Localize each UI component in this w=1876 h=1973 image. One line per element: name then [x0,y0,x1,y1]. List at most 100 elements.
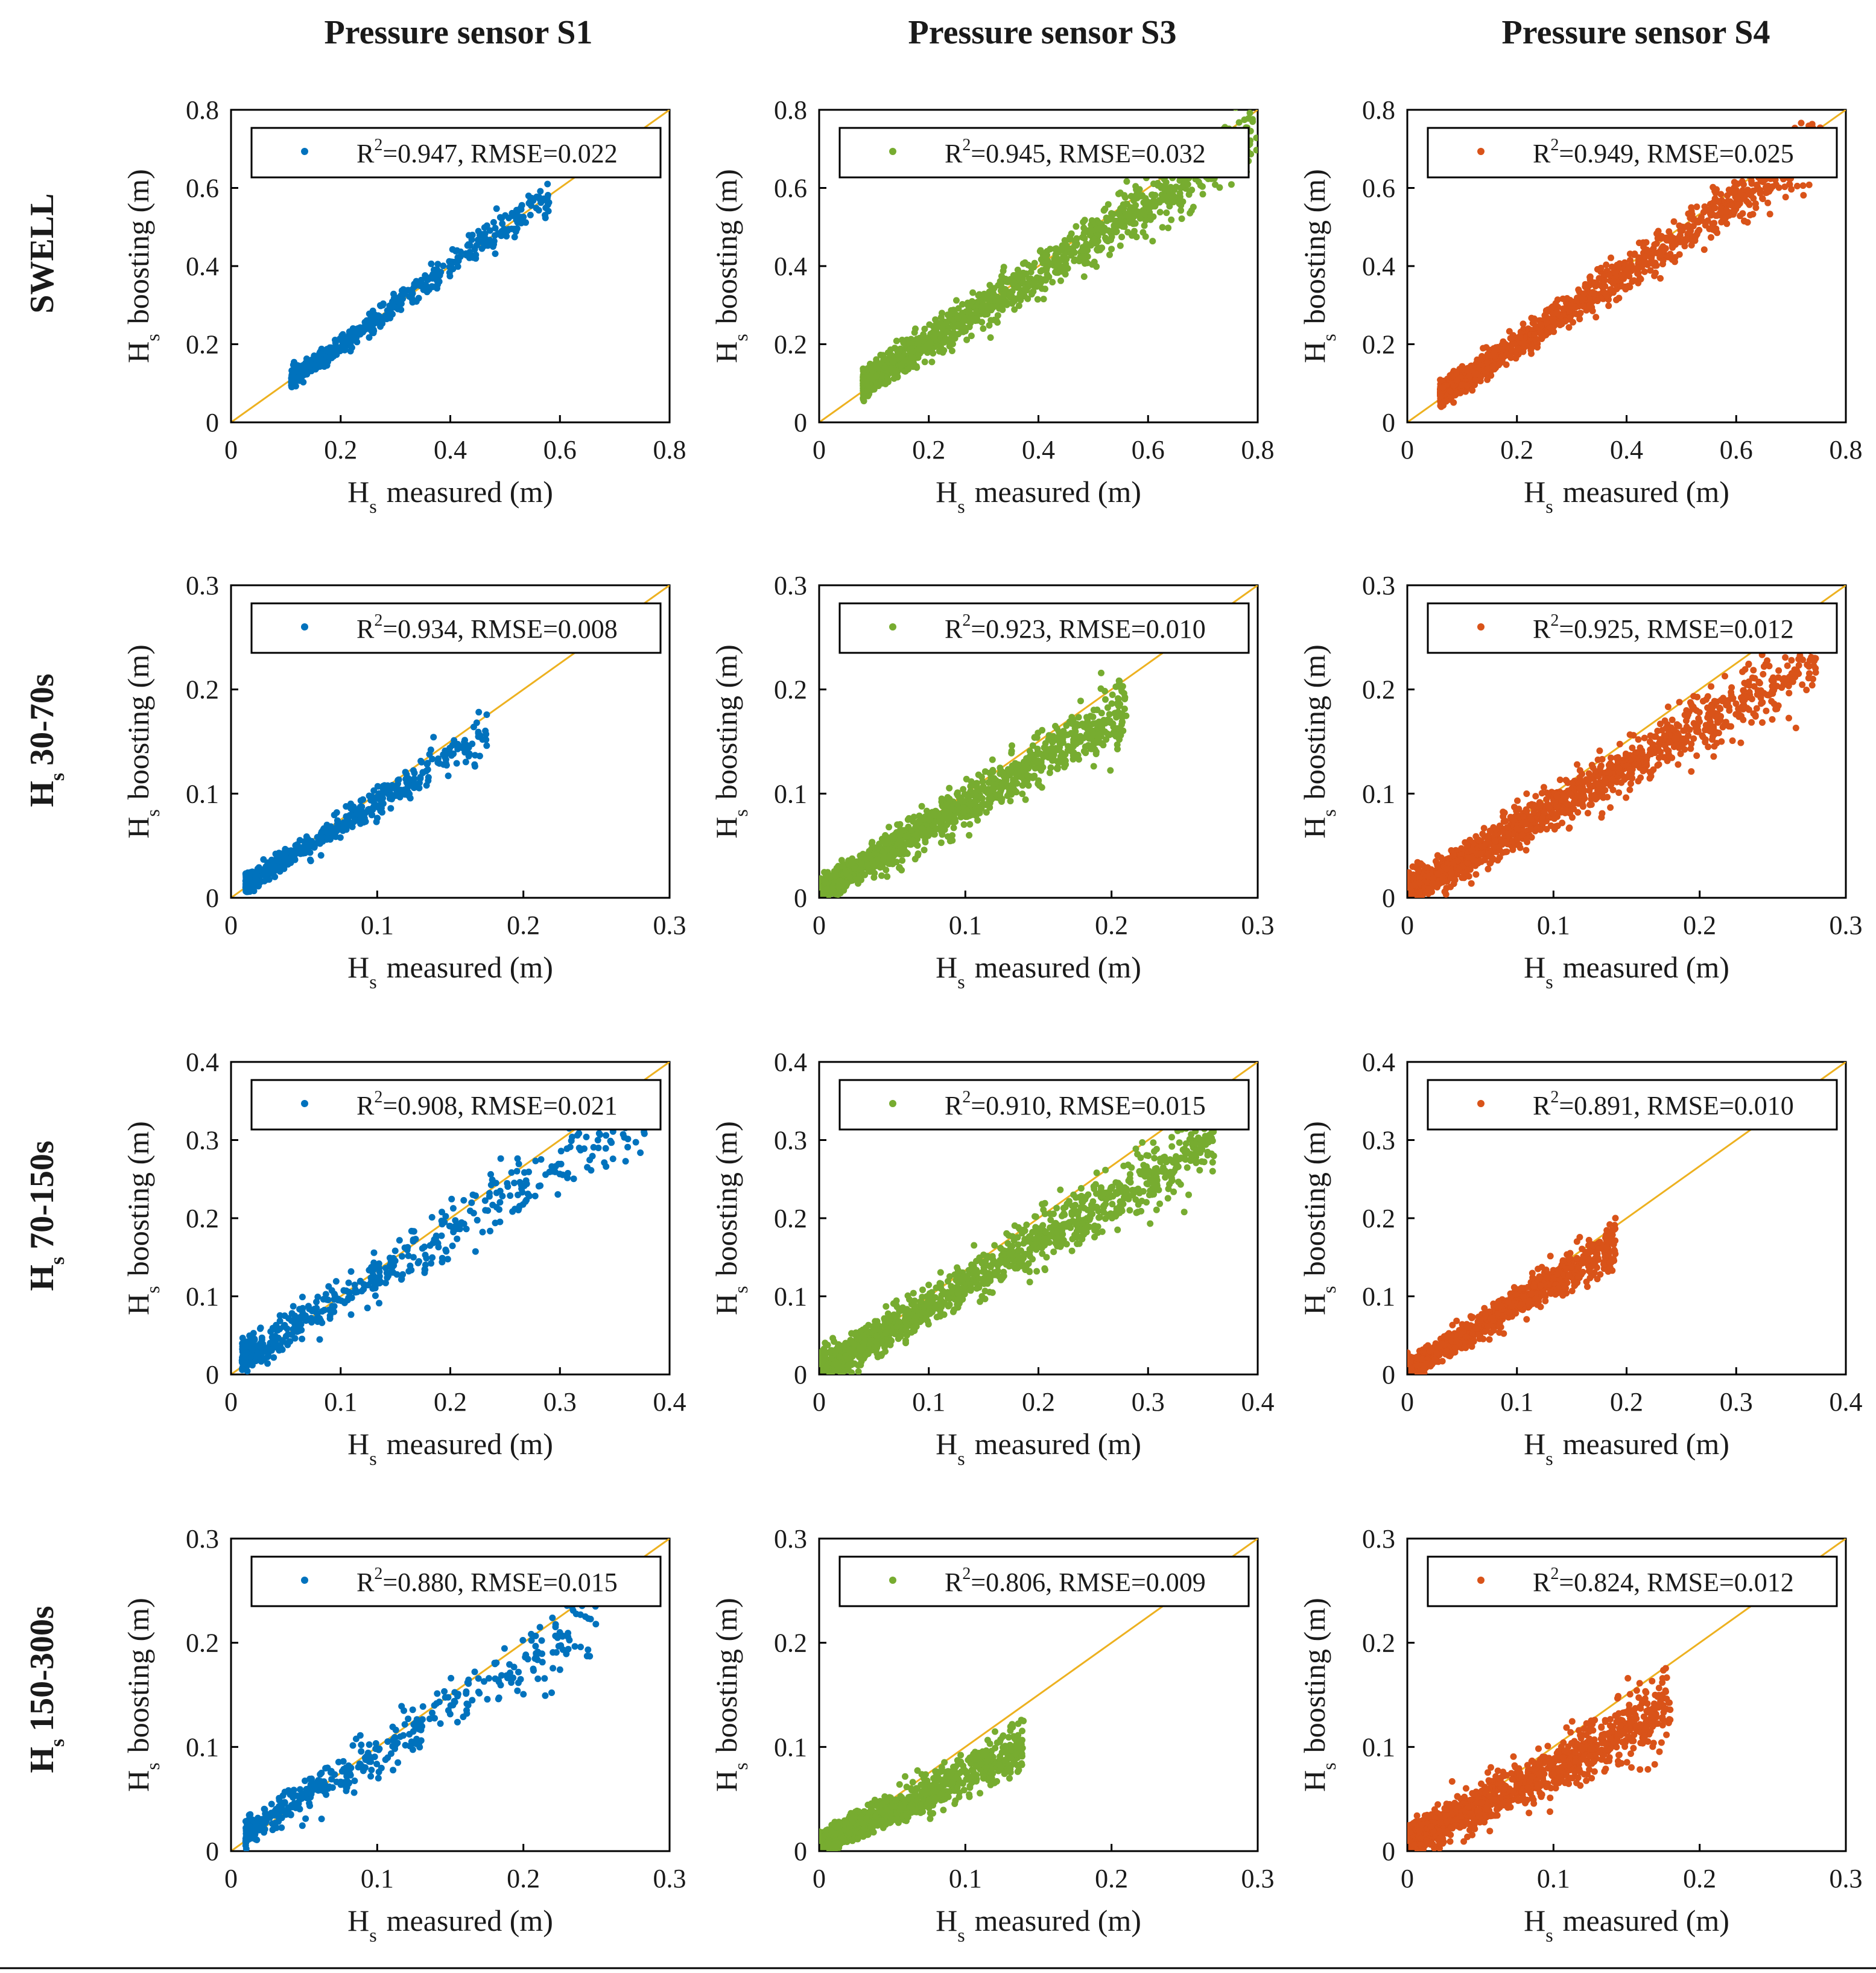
data-point [417,775,424,782]
data-point [1233,110,1238,111]
data-point [1747,211,1754,218]
data-point [1573,310,1580,317]
data-point [1118,688,1126,695]
data-point [1031,764,1039,772]
data-point [1769,183,1776,190]
data-point [462,758,469,766]
data-point [930,831,937,838]
data-point [1083,714,1090,721]
data-point [1503,361,1510,368]
data-point [1508,341,1515,348]
data-point [832,868,840,875]
data-point [1126,209,1133,217]
data-point [987,317,995,324]
data-point [469,740,476,748]
data-point [1550,316,1557,323]
data-point [1554,296,1561,303]
y-axis-label: Hsboosting (m) [121,644,163,839]
data-point [1700,246,1708,253]
data-point [454,254,461,261]
data-point [1177,207,1185,214]
legend-text: R2=0.947, RMSE=0.022 [357,136,618,168]
data-point [1080,253,1087,261]
data-point [1010,279,1016,287]
data-point [1168,191,1175,199]
data-point [1521,340,1528,347]
data-point [1165,224,1172,232]
data-point [1601,289,1608,296]
data-point [999,306,1006,313]
column-title-s1: Pressure sensor S1 [325,14,593,51]
data-point [413,279,420,287]
data-point [1709,226,1716,233]
data-point [400,286,407,293]
data-point [483,742,490,749]
data-point [282,845,289,853]
data-point [395,792,402,799]
data-point [1241,116,1248,123]
data-point [1648,255,1655,262]
data-point [473,241,480,249]
data-point [1176,193,1184,200]
data-point [1103,736,1110,743]
data-point [1042,252,1049,259]
data-point [466,253,473,259]
data-point [1094,246,1101,253]
data-point [976,291,983,298]
data-point [1539,333,1546,340]
data-point [1020,269,1027,276]
data-point [1453,389,1460,396]
data-point [1800,192,1807,199]
data-point [966,821,974,828]
scatter-panel: 0 0.2 0.4 0.6 0.800.20.40.60.8Hs measured (m)… [709,95,1275,517]
data-point [1118,718,1126,725]
data-point [1199,183,1206,190]
data-point [353,810,361,818]
data-point [1050,747,1057,754]
row-label-70-150s: Hs70-150s [24,1140,69,1291]
data-point [1045,736,1052,743]
data-point [1024,295,1031,302]
data-point [1139,192,1146,199]
data-point [1133,191,1140,199]
legend-box [838,127,1250,179]
data-point [1120,201,1127,208]
y-axis-label: Hsboosting (m) [121,169,163,363]
data-point [457,248,464,255]
data-point [1036,247,1044,255]
data-point [1657,252,1664,259]
data-point [513,213,520,220]
data-point [1009,742,1015,749]
data-point [492,250,499,257]
data-point [1114,741,1121,748]
data-point [1648,259,1655,267]
data-point [428,260,435,267]
data-point [1627,256,1634,264]
data-point [1019,790,1026,798]
data-point [1084,247,1091,254]
data-point [1711,205,1719,212]
data-point [1073,236,1080,243]
data-point [302,360,309,367]
data-point [966,831,973,839]
data-point [447,265,454,273]
data-point [1556,322,1564,329]
data-point [1054,725,1060,732]
scatter-panel: 0 0.2 0.4 0.6 0.800.20.40.60.8Hs measured (m)… [1298,95,1863,517]
data-point [1058,758,1065,766]
data-point [1608,286,1615,293]
data-point [1142,233,1149,240]
x-tick-label: 0.2 [324,435,357,465]
data-point [960,821,968,828]
data-point [242,883,250,891]
data-point [1002,286,1009,293]
data-point [1592,314,1600,321]
data-point [446,748,454,755]
data-point [1508,347,1515,354]
data-point [1106,251,1113,258]
row-label-range: 30-70s [24,673,61,765]
data-point [968,332,975,340]
data-point [937,331,945,338]
data-point [1723,209,1730,216]
data-point [1723,220,1731,227]
